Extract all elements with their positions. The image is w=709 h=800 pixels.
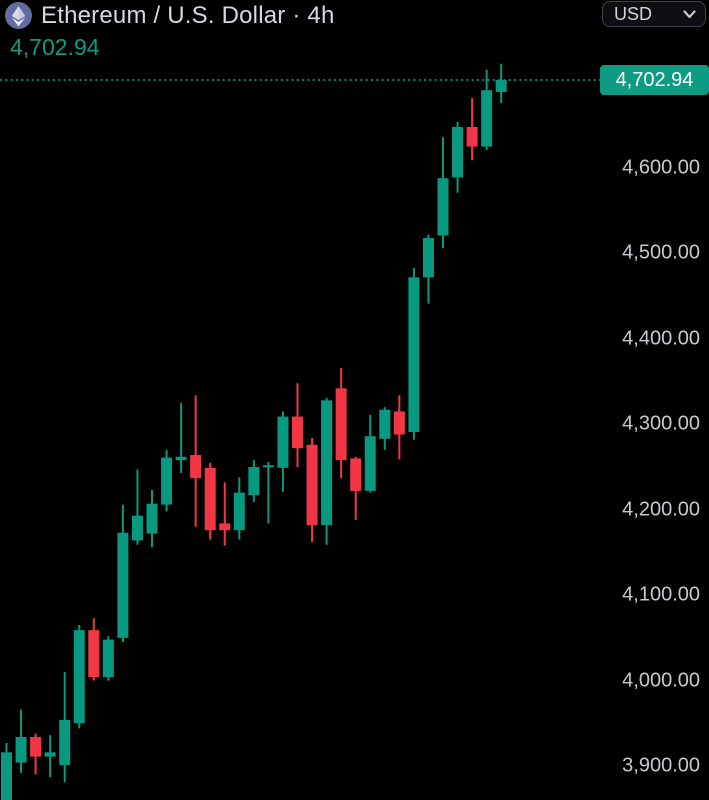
candle-down xyxy=(350,456,362,520)
candle-body xyxy=(481,90,493,147)
candle-body xyxy=(88,630,100,678)
candle-body xyxy=(393,411,405,435)
candle-down xyxy=(335,367,347,479)
candle-body xyxy=(175,456,187,461)
candle-up xyxy=(452,121,464,193)
candle-down xyxy=(393,395,405,460)
candle-body xyxy=(277,416,289,468)
candle-down xyxy=(292,383,303,467)
price-tick-label: 4,000.00 xyxy=(622,669,700,692)
candle-up xyxy=(408,267,420,440)
candle-up xyxy=(262,461,274,524)
candle-body xyxy=(452,126,464,178)
candle-body xyxy=(44,752,56,757)
candle-body xyxy=(495,80,507,92)
price-tick-label: 4,200.00 xyxy=(622,498,700,521)
candle-body xyxy=(321,400,333,526)
candle-body xyxy=(219,523,231,531)
price-tick-label: 4,500.00 xyxy=(622,241,700,264)
candle-down xyxy=(190,395,202,527)
candle-body xyxy=(117,532,129,638)
candle-down xyxy=(88,618,100,681)
price-tick-label: 4,600.00 xyxy=(622,156,700,179)
candle-up xyxy=(59,672,71,783)
candle-up xyxy=(233,477,245,540)
currency-select[interactable]: USD xyxy=(602,1,706,27)
price-tick-label: 3,900.00 xyxy=(622,754,700,777)
chevron-down-icon xyxy=(683,9,696,18)
candle-up xyxy=(131,469,143,545)
candle-body xyxy=(466,126,478,147)
candle-down xyxy=(306,437,318,543)
candle-body xyxy=(15,736,27,763)
candle-body xyxy=(262,465,274,468)
candle-body xyxy=(59,719,71,766)
candle-body xyxy=(30,736,42,757)
candle-up xyxy=(495,63,507,104)
candle-up xyxy=(277,411,289,492)
candle-body xyxy=(161,457,173,505)
candle-up xyxy=(73,625,85,729)
candle-up xyxy=(422,234,434,304)
candle-up xyxy=(161,449,173,512)
candle-up xyxy=(15,709,27,773)
current-price: 4,702.94 xyxy=(10,34,100,60)
candle-body xyxy=(335,388,347,461)
candle-body xyxy=(408,277,420,432)
candle-up xyxy=(321,397,333,545)
candle-body xyxy=(1,752,12,800)
candle-body xyxy=(131,515,143,541)
candle-body xyxy=(190,455,202,479)
candle-up xyxy=(146,490,158,548)
candle-up xyxy=(248,460,260,503)
candle-body xyxy=(437,178,449,236)
candle-down xyxy=(466,97,478,161)
symbol-title: Ethereum / U.S. Dollar · 4h xyxy=(41,2,335,29)
candle-up xyxy=(175,402,187,473)
candle-up xyxy=(102,636,114,681)
candle-body xyxy=(204,467,216,531)
candle-down xyxy=(204,462,216,540)
chart-header: Ethereum / U.S. Dollar · 4h xyxy=(5,2,335,29)
ethereum-icon xyxy=(5,2,32,29)
candle-up xyxy=(117,504,129,643)
candle-up xyxy=(481,69,493,151)
price-tick-label: 4,400.00 xyxy=(622,327,700,350)
candle-down xyxy=(30,733,42,775)
candle-down xyxy=(219,482,231,546)
candle-body xyxy=(248,466,260,496)
price-tick-label: 4,300.00 xyxy=(622,412,700,435)
candle-body xyxy=(73,630,85,724)
candle-body xyxy=(306,444,318,526)
candle-body xyxy=(102,639,114,678)
candle-up xyxy=(1,742,12,800)
candle-up xyxy=(379,407,391,450)
last-price-badge: 4,702.94 xyxy=(600,65,709,96)
candle-body xyxy=(422,238,434,278)
candle-body xyxy=(146,503,158,534)
candle-up xyxy=(437,137,449,249)
candle-body xyxy=(379,409,391,439)
candle-up xyxy=(364,414,376,493)
price-tick-label: 4,100.00 xyxy=(622,583,700,606)
candle-body xyxy=(292,416,303,449)
currency-value: USD xyxy=(614,3,653,24)
candle-up xyxy=(44,735,56,778)
candle-body xyxy=(350,458,362,491)
candle-body xyxy=(233,492,245,531)
candle-body xyxy=(364,436,376,491)
